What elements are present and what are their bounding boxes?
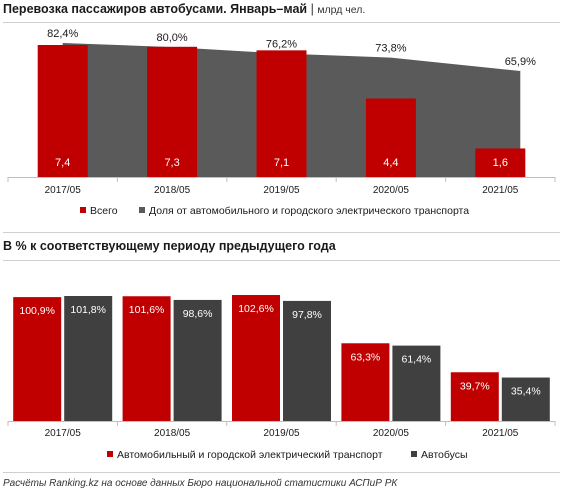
- chart2-title: В % к соответствующему периоду предыдуще…: [3, 239, 336, 253]
- bar-auto-2019/05: [232, 295, 280, 421]
- section-divider: [3, 232, 560, 233]
- bar-bus-2019/05: [283, 300, 331, 421]
- bar-auto-2020/05: [341, 343, 390, 421]
- bar-auto-label: 100,9%: [19, 305, 55, 317]
- x-tick-label: 2017/05: [45, 185, 82, 196]
- bar-auto-2017/05: [13, 297, 62, 421]
- chart1: 7,4 7,3 7,1 4,4 1,6 82,4% 80,0% 76,2% 73,8% 65,9%…: [7, 28, 556, 217]
- bar-total-2018/05: [147, 46, 198, 177]
- legend-swatch-share: [139, 207, 145, 213]
- bar-bus-label: 97,8%: [292, 309, 322, 321]
- legend-label-auto: Автомобильный и городской электрический …: [117, 449, 383, 461]
- chart1-unit: млрд чел.: [317, 4, 366, 16]
- chart2-top-rule: [3, 260, 560, 261]
- chart1-title-text: Перевозка пассажиров автобусами. Январь–…: [3, 2, 308, 16]
- share-label: 76,2%: [266, 39, 297, 51]
- share-label: 73,8%: [375, 43, 406, 55]
- share-label: 80,0%: [156, 32, 187, 44]
- x-tick-label: 2021/05: [482, 428, 519, 439]
- bar-total-label: 7,1: [274, 157, 289, 169]
- bar-bus-2018/05: [173, 299, 222, 421]
- legend-swatch-total: [80, 207, 86, 213]
- bar-bus-label: 61,4%: [402, 354, 432, 366]
- bar-bus-label: 98,6%: [183, 308, 213, 320]
- bar-total-label: 7,3: [164, 157, 179, 169]
- share-label: 82,4%: [47, 28, 78, 40]
- source-note: Расчёты Ranking.kz на основе данных Бюро…: [3, 478, 398, 489]
- bar-total-2019/05: [256, 50, 307, 178]
- bar-auto-2018/05: [122, 296, 171, 421]
- bar-total-label: 4,4: [383, 157, 398, 169]
- bar-bus-label: 35,4%: [511, 386, 541, 398]
- x-tick-label: 2020/05: [373, 185, 410, 196]
- bar-bus-2020/05: [392, 345, 441, 421]
- legend-label-share: Доля от автомобильного и городского элек…: [149, 205, 469, 217]
- chart1-top-rule: [3, 22, 560, 23]
- chart2: 100,9% 101,6% 102,6% 63,3% 39,7% 101,8% 98,6% 9…: [7, 295, 556, 461]
- chart1-title-separator: |: [310, 2, 314, 16]
- bar-bus-label: 101,8%: [70, 304, 106, 316]
- bar-total-label: 7,4: [55, 157, 70, 169]
- chart1-title: Перевозка пассажиров автобусами. Январь–…: [3, 2, 365, 16]
- bar-bus-2021/05: [501, 377, 550, 421]
- legend-label-bus: Автобусы: [421, 449, 468, 461]
- bar-auto-2021/05: [450, 372, 499, 421]
- x-tick-label: 2018/05: [154, 185, 191, 196]
- x-tick-label: 2018/05: [154, 428, 191, 439]
- bar-total-2017/05: [37, 45, 88, 177]
- x-tick-label: 2020/05: [373, 428, 410, 439]
- bar-auto-label: 39,7%: [460, 380, 490, 392]
- bar-bus-2017/05: [64, 296, 113, 421]
- bar-total-2020/05: [365, 98, 416, 177]
- x-tick-label: 2019/05: [263, 428, 300, 439]
- share-label: 65,9%: [505, 56, 536, 68]
- bar-auto-label: 63,3%: [351, 351, 381, 363]
- legend-swatch-bus: [411, 451, 417, 457]
- chart2-bottom-rule: [3, 472, 560, 473]
- x-tick-label: 2021/05: [482, 185, 519, 196]
- legend-swatch-auto: [107, 451, 113, 457]
- bar-auto-label: 102,6%: [238, 303, 274, 315]
- bar-auto-label: 101,6%: [129, 304, 165, 316]
- x-tick-label: 2019/05: [263, 185, 300, 196]
- legend-label-total: Всего: [90, 205, 118, 217]
- bar-total-2021/05: [475, 148, 526, 177]
- x-tick-label: 2017/05: [45, 428, 82, 439]
- bar-total-label: 1,6: [493, 157, 508, 169]
